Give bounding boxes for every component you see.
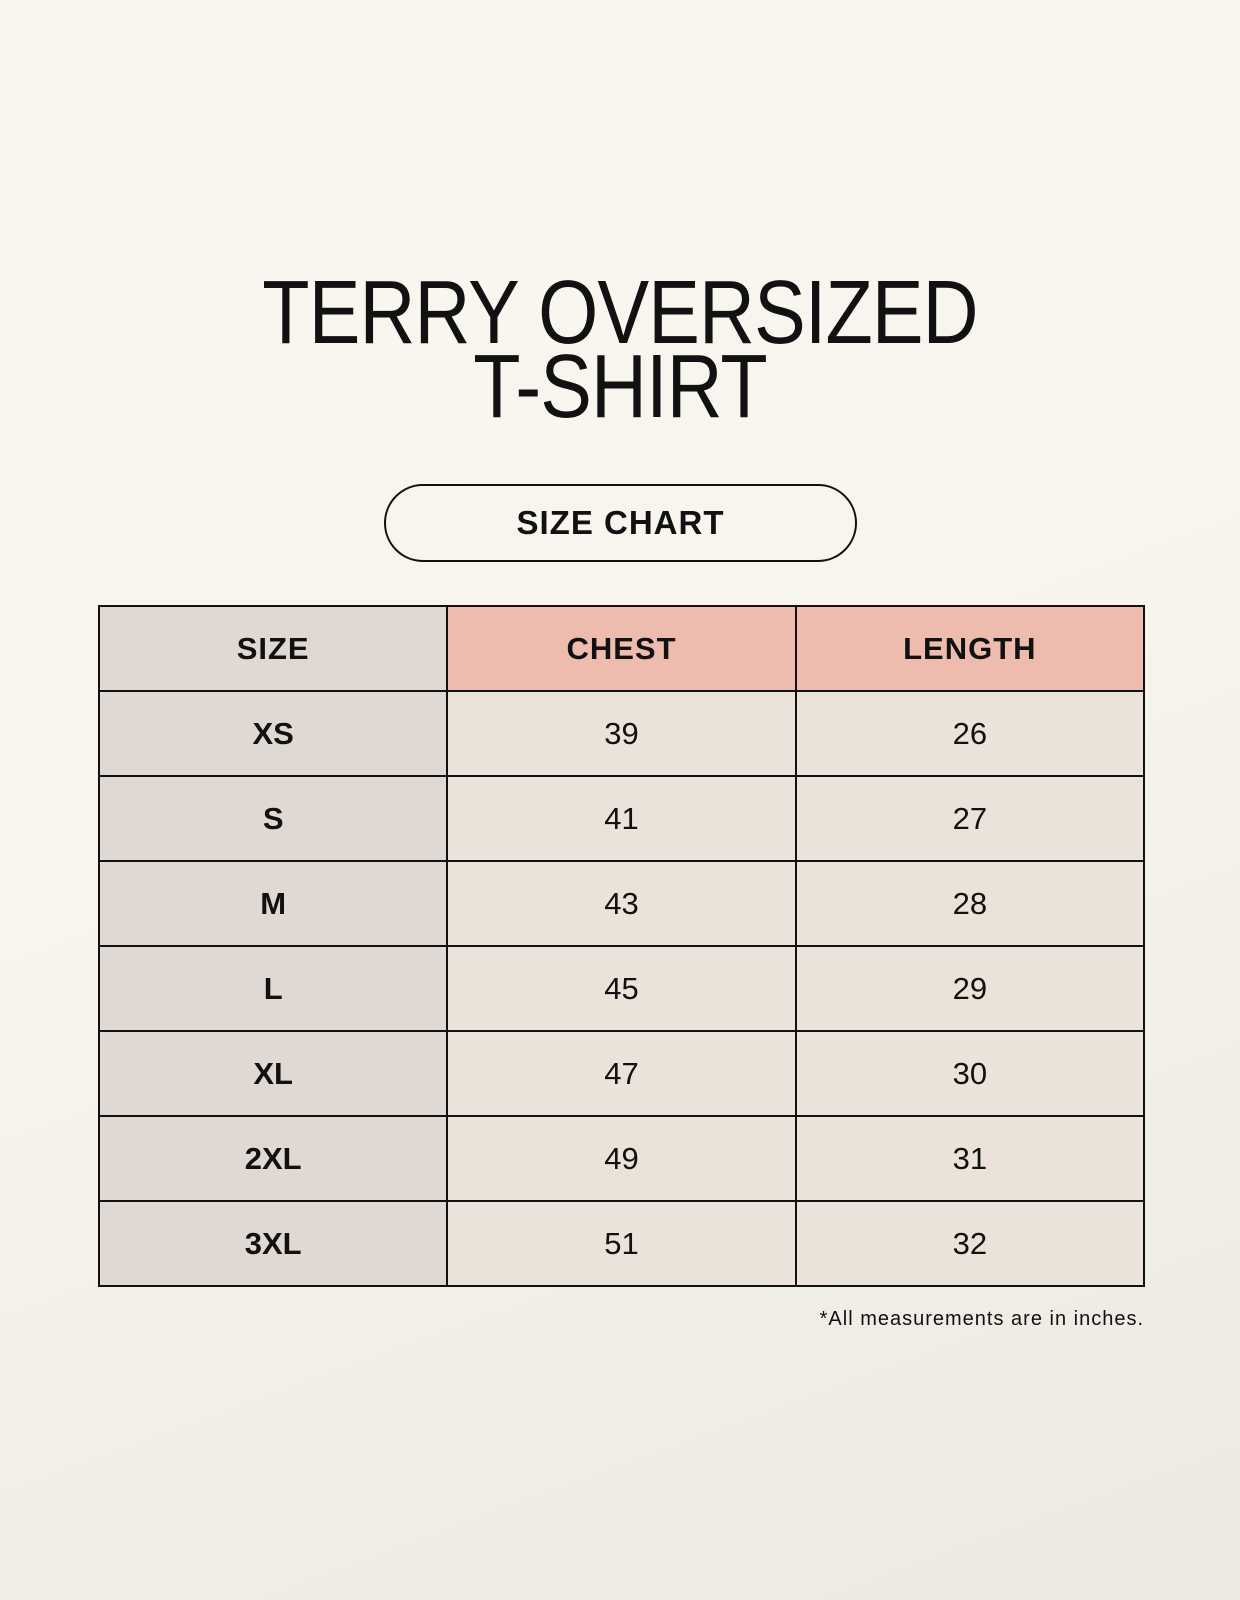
size-table: SIZE CHEST LENGTH XS 39 26 S 41 27 M 43 28 L 45 29 X… <box>97 605 1146 1287</box>
length-cell: 30 <box>794 1030 1146 1117</box>
header-length: LENGTH <box>794 605 1146 692</box>
title-line-2: T-SHIRT <box>473 337 767 437</box>
chest-cell: 51 <box>446 1200 797 1287</box>
page-title: TERRY OVERSIZED T-SHIRT <box>0 263 1240 437</box>
length-cell: 26 <box>794 690 1146 777</box>
size-cell: M <box>97 860 449 947</box>
chest-cell: 45 <box>446 945 797 1032</box>
footnote: *All measurements are in inches. <box>819 1308 1144 1330</box>
header-size: SIZE <box>97 605 449 692</box>
table-row: 2XL 49 31 <box>97 1115 1146 1202</box>
size-cell: S <box>97 775 449 862</box>
chest-cell: 41 <box>446 775 797 862</box>
length-cell: 28 <box>794 860 1146 947</box>
title-line-1: TERRY OVERSIZED <box>262 263 978 363</box>
length-cell: 29 <box>794 945 1146 1032</box>
size-chart-label: SIZE CHART <box>384 484 857 562</box>
length-cell: 27 <box>794 775 1146 862</box>
table-row: S 41 27 <box>97 775 1146 862</box>
chest-cell: 49 <box>446 1115 797 1202</box>
length-cell: 31 <box>794 1115 1146 1202</box>
table-row: 3XL 51 32 <box>97 1200 1146 1287</box>
size-cell: L <box>97 945 449 1032</box>
size-cell: XL <box>97 1030 449 1117</box>
length-cell: 32 <box>794 1200 1146 1287</box>
table-row: L 45 29 <box>97 945 1146 1032</box>
table-header-row: SIZE CHEST LENGTH <box>97 605 1146 692</box>
table-row: XS 39 26 <box>97 690 1146 777</box>
chest-cell: 39 <box>446 690 797 777</box>
table-row: XL 47 30 <box>97 1030 1146 1117</box>
size-cell: 2XL <box>97 1115 449 1202</box>
size-cell: XS <box>97 690 449 777</box>
size-cell: 3XL <box>97 1200 449 1287</box>
header-chest: CHEST <box>446 605 797 692</box>
chest-cell: 47 <box>446 1030 797 1117</box>
table-row: M 43 28 <box>97 860 1146 947</box>
chest-cell: 43 <box>446 860 797 947</box>
